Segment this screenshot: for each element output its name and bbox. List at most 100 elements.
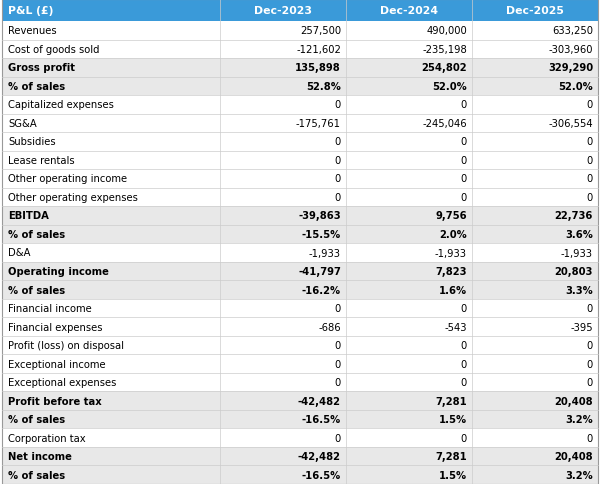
Text: 0: 0 xyxy=(587,100,593,110)
Text: 3.6%: 3.6% xyxy=(565,229,593,240)
Text: 20,408: 20,408 xyxy=(554,451,593,461)
Text: 20,803: 20,803 xyxy=(554,267,593,276)
Text: Subsidies: Subsidies xyxy=(8,137,56,147)
Text: Other operating income: Other operating income xyxy=(8,174,127,184)
Text: 3.2%: 3.2% xyxy=(565,414,593,424)
Text: 0: 0 xyxy=(461,378,467,387)
Bar xyxy=(2,77,598,96)
Text: 0: 0 xyxy=(587,193,593,202)
Text: 0: 0 xyxy=(461,193,467,202)
Bar xyxy=(2,281,598,299)
Text: -306,554: -306,554 xyxy=(548,119,593,129)
Text: 0: 0 xyxy=(335,137,341,147)
Bar xyxy=(2,447,598,466)
Text: 0: 0 xyxy=(461,340,467,350)
Text: 0: 0 xyxy=(335,100,341,110)
Text: % of sales: % of sales xyxy=(8,414,65,424)
Text: 0: 0 xyxy=(335,193,341,202)
Bar xyxy=(2,96,598,114)
Bar xyxy=(2,170,598,188)
Text: 3.3%: 3.3% xyxy=(565,285,593,295)
Text: 0: 0 xyxy=(335,359,341,369)
Bar xyxy=(2,262,598,281)
Bar xyxy=(2,0,598,22)
Text: 52.0%: 52.0% xyxy=(558,82,593,91)
Bar xyxy=(2,225,598,244)
Text: 22,736: 22,736 xyxy=(554,211,593,221)
Text: Dec-2024: Dec-2024 xyxy=(380,6,438,16)
Bar xyxy=(2,428,598,447)
Text: -39,863: -39,863 xyxy=(298,211,341,221)
Text: -1,933: -1,933 xyxy=(435,248,467,258)
Text: -16.2%: -16.2% xyxy=(302,285,341,295)
Text: EBITDA: EBITDA xyxy=(8,211,49,221)
Text: Profit before tax: Profit before tax xyxy=(8,396,102,406)
Text: Lease rentals: Lease rentals xyxy=(8,155,74,166)
Bar xyxy=(2,299,598,318)
Bar xyxy=(2,188,598,207)
Text: Profit (loss) on disposal: Profit (loss) on disposal xyxy=(8,340,124,350)
Text: Other operating expenses: Other operating expenses xyxy=(8,193,138,202)
Text: 0: 0 xyxy=(461,359,467,369)
Text: Cost of goods sold: Cost of goods sold xyxy=(8,45,100,55)
Text: Operating income: Operating income xyxy=(8,267,109,276)
Text: SG&A: SG&A xyxy=(8,119,37,129)
Bar xyxy=(2,59,598,77)
Bar xyxy=(2,392,598,410)
Text: % of sales: % of sales xyxy=(8,470,65,480)
Text: Revenues: Revenues xyxy=(8,26,56,36)
Text: Exceptional expenses: Exceptional expenses xyxy=(8,378,116,387)
Text: -1,933: -1,933 xyxy=(561,248,593,258)
Text: -686: -686 xyxy=(319,322,341,332)
Text: 0: 0 xyxy=(461,174,467,184)
Bar xyxy=(2,22,598,41)
Text: 52.8%: 52.8% xyxy=(306,82,341,91)
Bar xyxy=(2,244,598,262)
Text: 0: 0 xyxy=(335,303,341,314)
Bar xyxy=(2,410,598,428)
Text: 254,802: 254,802 xyxy=(421,63,467,73)
Text: % of sales: % of sales xyxy=(8,285,65,295)
Text: % of sales: % of sales xyxy=(8,229,65,240)
Bar xyxy=(2,466,598,484)
Text: Financial income: Financial income xyxy=(8,303,92,314)
Text: 1.5%: 1.5% xyxy=(439,470,467,480)
Bar xyxy=(2,151,598,170)
Text: 7,281: 7,281 xyxy=(435,451,467,461)
Text: 0: 0 xyxy=(335,155,341,166)
Text: 52.0%: 52.0% xyxy=(432,82,467,91)
Text: Dec-2025: Dec-2025 xyxy=(506,6,564,16)
Text: Corporation tax: Corporation tax xyxy=(8,433,86,443)
Text: 490,000: 490,000 xyxy=(426,26,467,36)
Bar xyxy=(2,114,598,133)
Text: D&A: D&A xyxy=(8,248,31,258)
Text: 0: 0 xyxy=(587,378,593,387)
Text: 135,898: 135,898 xyxy=(295,63,341,73)
Text: 7,823: 7,823 xyxy=(436,267,467,276)
Text: -16.5%: -16.5% xyxy=(302,414,341,424)
Text: Gross profit: Gross profit xyxy=(8,63,75,73)
Text: -42,482: -42,482 xyxy=(298,396,341,406)
Text: -15.5%: -15.5% xyxy=(302,229,341,240)
Text: 0: 0 xyxy=(587,174,593,184)
Text: 0: 0 xyxy=(587,137,593,147)
Text: Exceptional income: Exceptional income xyxy=(8,359,106,369)
Text: 0: 0 xyxy=(587,359,593,369)
Text: 0: 0 xyxy=(461,433,467,443)
Bar xyxy=(2,207,598,225)
Text: Financial expenses: Financial expenses xyxy=(8,322,103,332)
Text: -1,933: -1,933 xyxy=(309,248,341,258)
Text: 1.6%: 1.6% xyxy=(439,285,467,295)
Bar xyxy=(2,373,598,392)
Text: 3.2%: 3.2% xyxy=(565,470,593,480)
Text: -121,602: -121,602 xyxy=(296,45,341,55)
Text: 0: 0 xyxy=(461,303,467,314)
Text: 329,290: 329,290 xyxy=(548,63,593,73)
Text: -395: -395 xyxy=(571,322,593,332)
Text: P&L (£): P&L (£) xyxy=(8,6,53,16)
Text: Net income: Net income xyxy=(8,451,72,461)
Text: -41,797: -41,797 xyxy=(298,267,341,276)
Text: 1.5%: 1.5% xyxy=(439,414,467,424)
Text: -303,960: -303,960 xyxy=(548,45,593,55)
Text: 0: 0 xyxy=(461,100,467,110)
